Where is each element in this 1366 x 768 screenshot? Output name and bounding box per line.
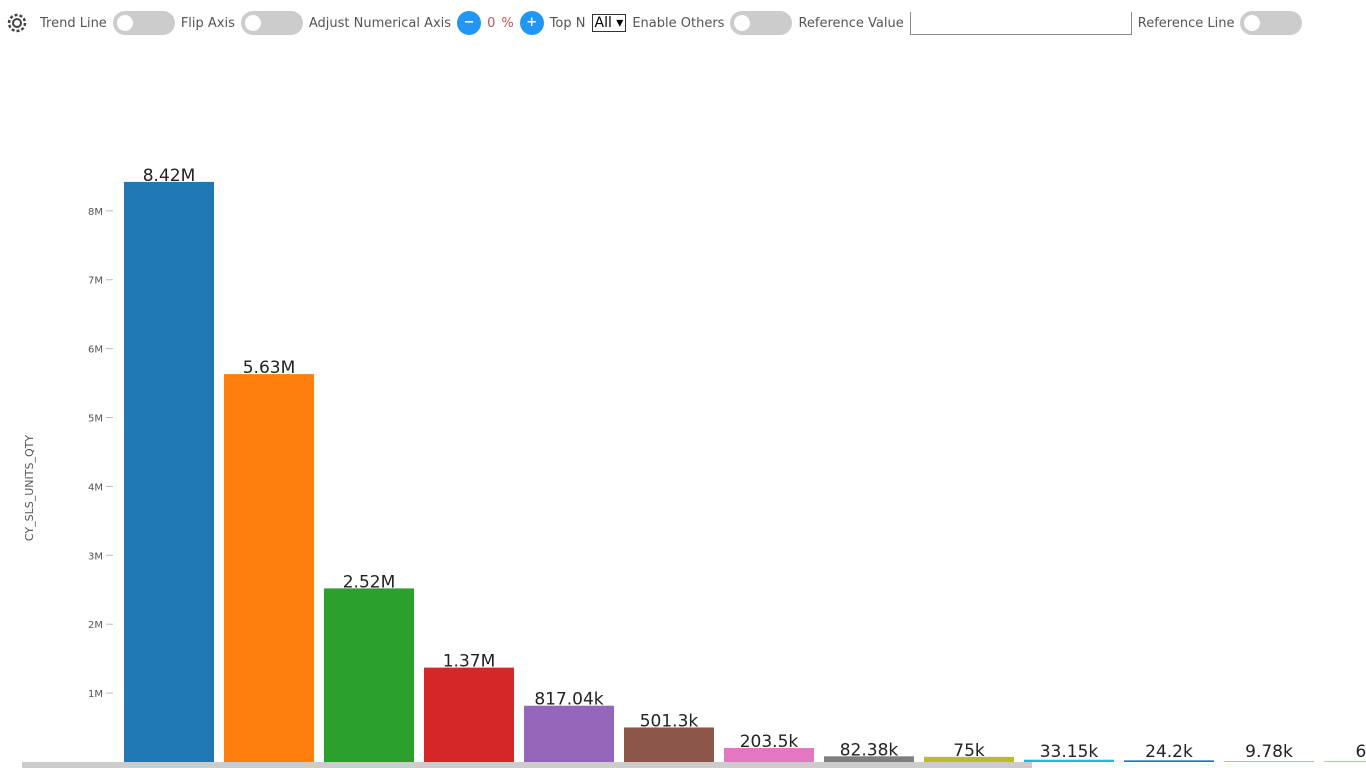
label: Trend Line — [40, 15, 107, 31]
value-label: 24.2k — [1145, 742, 1193, 762]
value: 0 — [487, 15, 496, 31]
y-tick-label: 7M — [88, 276, 103, 287]
y-tick-label: 5M — [88, 414, 103, 425]
value-label: 75k — [953, 741, 985, 761]
label: Reference Line — [1137, 15, 1235, 31]
bar — [724, 747, 814, 762]
toggle[interactable] — [112, 11, 175, 35]
value-label: 8.42M — [143, 166, 196, 186]
value-label: 203.5k — [740, 732, 799, 752]
bar — [524, 705, 614, 762]
toggle[interactable] — [730, 11, 793, 35]
bar — [424, 667, 514, 762]
label: Enable Others — [632, 15, 725, 31]
value-label: 33.15k — [1040, 742, 1099, 762]
value-label: 82.38k — [840, 740, 899, 760]
y-tick-label: 2M — [88, 620, 103, 631]
bar — [1124, 760, 1214, 762]
bar — [124, 181, 214, 763]
label: Reference Value — [798, 15, 904, 31]
label: Top N — [549, 15, 586, 31]
value-label: 2.52M — [343, 572, 396, 592]
scrollbar[interactable] — [22, 762, 1032, 768]
minus-button[interactable]: − — [457, 11, 482, 35]
value-label: 6.6 — [1355, 742, 1366, 762]
bar — [1224, 761, 1314, 762]
y-tick-label: 3M — [88, 551, 103, 562]
bar — [624, 727, 714, 762]
y-axis-label: CY_SLS_UNITS_QTY — [23, 435, 36, 541]
value-label: 817.04k — [534, 690, 603, 710]
label: Adjust Numerical Axis — [308, 15, 452, 31]
value-label: 501.3k — [640, 711, 699, 731]
input[interactable] — [909, 11, 1132, 35]
bar — [324, 588, 414, 762]
plus-button[interactable]: + — [519, 11, 544, 35]
bar — [224, 374, 314, 762]
y-tick-label: 8M — [88, 207, 103, 218]
bar — [824, 756, 914, 762]
bar — [924, 756, 1014, 762]
y-tick-label: 6M — [88, 345, 103, 356]
toggle[interactable] — [240, 11, 303, 35]
toggle[interactable] — [1240, 11, 1303, 35]
toolbar: Trend Line Flip Axis Adjust Numerical Ax… — [0, 8, 1366, 38]
settings-icon[interactable] — [0, 8, 34, 38]
value-label: 9.78k — [1245, 742, 1293, 762]
label: Flip Axis — [180, 15, 235, 31]
unit: % — [501, 15, 514, 31]
y-tick-label: 1M — [88, 689, 103, 700]
value-label: 1.37M — [443, 652, 496, 672]
select[interactable]: All ▾ — [591, 14, 627, 32]
bar — [1024, 759, 1114, 762]
y-tick-label: 4M — [88, 482, 103, 493]
value-label: 5.63M — [243, 358, 296, 378]
option: All — [594, 15, 612, 31]
